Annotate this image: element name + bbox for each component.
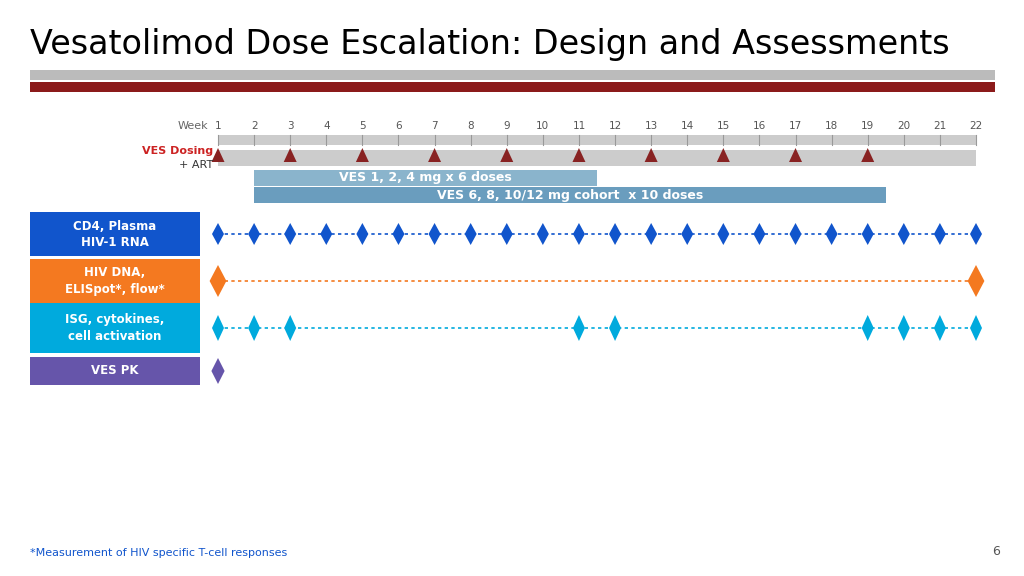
Polygon shape — [681, 223, 693, 245]
Text: 11: 11 — [572, 121, 586, 131]
Polygon shape — [392, 223, 404, 245]
Polygon shape — [248, 223, 260, 245]
Polygon shape — [285, 223, 296, 245]
Polygon shape — [248, 315, 260, 341]
Bar — [218, 150, 976, 166]
Text: 4: 4 — [323, 121, 330, 131]
Polygon shape — [862, 315, 873, 341]
Text: 7: 7 — [431, 121, 438, 131]
Text: 3: 3 — [287, 121, 294, 131]
Text: Vesatolimod Dose Escalation: Design and Assessments: Vesatolimod Dose Escalation: Design and … — [30, 28, 949, 61]
Polygon shape — [645, 148, 657, 162]
Polygon shape — [285, 315, 296, 341]
Text: VES 6, 8, 10/12 mg cohort  x 10 doses: VES 6, 8, 10/12 mg cohort x 10 doses — [437, 188, 703, 202]
Text: 13: 13 — [644, 121, 657, 131]
Text: Week: Week — [177, 121, 208, 131]
Text: 16: 16 — [753, 121, 766, 131]
Text: + ART: + ART — [179, 160, 213, 170]
Polygon shape — [356, 223, 369, 245]
Text: 8: 8 — [467, 121, 474, 131]
Polygon shape — [537, 223, 549, 245]
Bar — [30, 212, 200, 256]
Polygon shape — [825, 223, 838, 245]
Polygon shape — [717, 148, 730, 162]
Polygon shape — [465, 223, 476, 245]
Text: 15: 15 — [717, 121, 730, 131]
Polygon shape — [609, 315, 621, 341]
Polygon shape — [573, 315, 585, 341]
Polygon shape — [211, 358, 224, 384]
Text: 14: 14 — [681, 121, 694, 131]
Polygon shape — [790, 223, 802, 245]
Text: 1: 1 — [215, 121, 221, 131]
Polygon shape — [356, 148, 369, 162]
Polygon shape — [212, 315, 224, 341]
Polygon shape — [970, 223, 982, 245]
Text: 12: 12 — [608, 121, 622, 131]
Bar — [30, 303, 200, 353]
Text: 6: 6 — [992, 545, 1000, 558]
Polygon shape — [754, 223, 765, 245]
Bar — [30, 70, 995, 80]
Text: HIV DNA,
ELISpot*, flow*: HIV DNA, ELISpot*, flow* — [66, 267, 165, 295]
Text: 19: 19 — [861, 121, 874, 131]
Text: 6: 6 — [395, 121, 401, 131]
Text: VES 1, 2, 4 mg x 6 doses: VES 1, 2, 4 mg x 6 doses — [339, 172, 512, 184]
Polygon shape — [212, 223, 224, 245]
Polygon shape — [968, 265, 984, 297]
Bar — [30, 357, 200, 385]
Text: 18: 18 — [825, 121, 839, 131]
Polygon shape — [645, 223, 657, 245]
Bar — [254, 170, 597, 186]
Bar — [30, 259, 200, 303]
Polygon shape — [934, 315, 946, 341]
Polygon shape — [898, 315, 909, 341]
Polygon shape — [572, 148, 586, 162]
Text: VES Dosing: VES Dosing — [142, 146, 213, 156]
Polygon shape — [210, 265, 226, 297]
Text: 10: 10 — [537, 121, 550, 131]
Polygon shape — [501, 223, 513, 245]
Text: 2: 2 — [251, 121, 257, 131]
Polygon shape — [321, 223, 332, 245]
Polygon shape — [428, 148, 441, 162]
Bar — [254, 187, 886, 203]
Text: ISG, cytokines,
cell activation: ISG, cytokines, cell activation — [66, 313, 165, 343]
Text: 5: 5 — [359, 121, 366, 131]
Text: 17: 17 — [788, 121, 802, 131]
Polygon shape — [861, 148, 874, 162]
Polygon shape — [862, 223, 873, 245]
Polygon shape — [212, 148, 224, 162]
Polygon shape — [934, 223, 946, 245]
Text: 9: 9 — [504, 121, 510, 131]
Polygon shape — [970, 315, 982, 341]
Polygon shape — [609, 223, 621, 245]
Polygon shape — [790, 148, 802, 162]
Text: 22: 22 — [970, 121, 983, 131]
Text: CD4, Plasma
HIV-1 RNA: CD4, Plasma HIV-1 RNA — [74, 219, 157, 248]
Polygon shape — [898, 223, 909, 245]
Polygon shape — [501, 148, 513, 162]
Polygon shape — [573, 223, 585, 245]
Polygon shape — [429, 223, 440, 245]
Text: 20: 20 — [897, 121, 910, 131]
Text: VES PK: VES PK — [91, 365, 138, 377]
Polygon shape — [718, 223, 729, 245]
Bar — [30, 82, 995, 92]
Bar — [218, 135, 976, 145]
Text: 21: 21 — [933, 121, 946, 131]
Text: *Measurement of HIV specific T-cell responses: *Measurement of HIV specific T-cell resp… — [30, 548, 288, 558]
Polygon shape — [284, 148, 297, 162]
